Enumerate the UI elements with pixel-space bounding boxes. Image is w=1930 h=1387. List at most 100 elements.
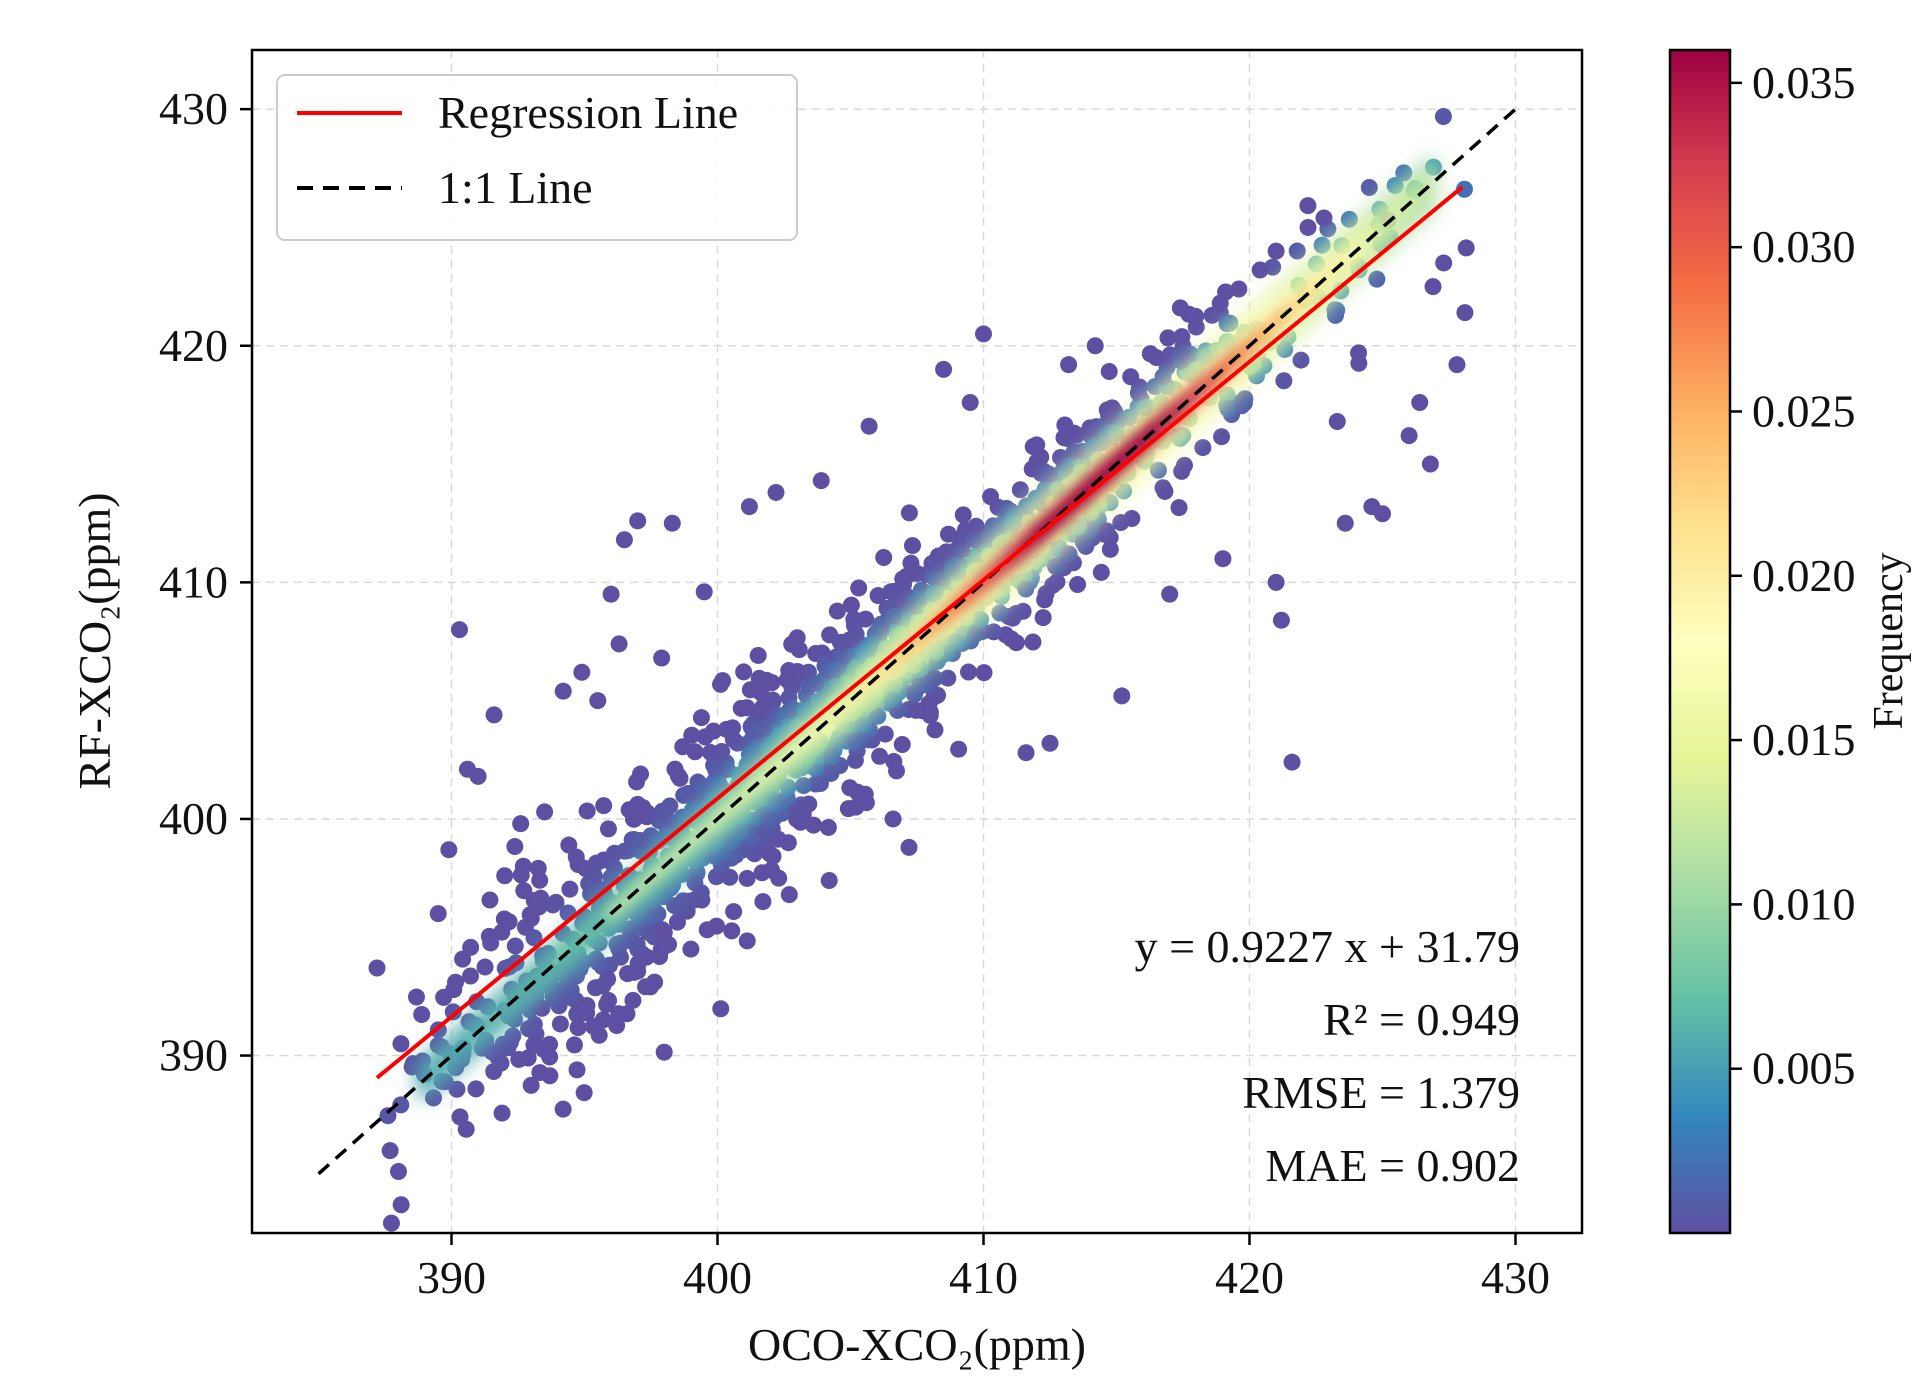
density-point bbox=[1299, 197, 1317, 215]
outlier-point bbox=[1147, 349, 1165, 367]
outlier-point bbox=[368, 959, 386, 977]
density-band-point bbox=[1420, 155, 1441, 176]
density-point bbox=[975, 664, 993, 682]
density-point bbox=[679, 785, 697, 803]
density-point bbox=[595, 797, 613, 815]
density-point bbox=[1288, 242, 1306, 260]
density-point bbox=[482, 934, 500, 952]
outlier-point bbox=[450, 621, 468, 639]
density-point bbox=[950, 740, 968, 758]
outlier-point bbox=[1400, 427, 1418, 445]
density-point bbox=[1007, 604, 1025, 622]
density-point bbox=[528, 891, 546, 909]
outlier-point bbox=[1214, 550, 1232, 568]
density-point bbox=[379, 1107, 397, 1125]
density-point bbox=[724, 730, 742, 748]
density-point bbox=[565, 1036, 583, 1054]
density-point bbox=[752, 684, 770, 702]
y-tick-label: 390 bbox=[159, 1030, 228, 1081]
density-point bbox=[828, 602, 846, 620]
outlier-point bbox=[780, 886, 798, 904]
outlier-point bbox=[496, 867, 514, 885]
density-point bbox=[669, 767, 687, 785]
outlier-point bbox=[1060, 356, 1078, 374]
y-tick-label: 410 bbox=[159, 556, 228, 607]
density-point bbox=[568, 1061, 586, 1079]
density-point bbox=[494, 1035, 512, 1053]
colorbar-tick-label: 0.010 bbox=[1752, 878, 1856, 929]
outlier-point bbox=[1283, 753, 1301, 771]
colorbar-tick-label: 0.015 bbox=[1752, 714, 1856, 765]
x-tick-label: 410 bbox=[949, 1252, 1018, 1303]
density-point bbox=[668, 913, 686, 931]
density-point bbox=[780, 661, 798, 679]
density-core-point bbox=[619, 896, 630, 907]
density-point bbox=[887, 762, 905, 780]
density-point bbox=[1170, 499, 1188, 517]
outlier-point bbox=[1299, 218, 1317, 236]
density-point bbox=[481, 891, 499, 909]
density-point bbox=[1368, 270, 1386, 288]
outlier-point bbox=[961, 394, 979, 412]
y-axis-label: RF-XCO₂(ppm) bbox=[69, 492, 120, 789]
density-point bbox=[714, 672, 732, 690]
outlier-point bbox=[1211, 294, 1229, 312]
colorbar-tick-label: 0.030 bbox=[1752, 221, 1856, 272]
density-point bbox=[444, 1003, 462, 1021]
outlier-point bbox=[740, 498, 758, 516]
density-point bbox=[605, 844, 623, 862]
density-point bbox=[912, 677, 930, 695]
density-point bbox=[575, 1084, 593, 1102]
density-point bbox=[655, 1043, 673, 1061]
density-point bbox=[634, 798, 652, 816]
density-point bbox=[1159, 329, 1177, 347]
colorbar: 0.005 0.010 0.015 0.020 0.025 0.030 0.035 Freq… bbox=[1668, 48, 1912, 1235]
density-point bbox=[578, 802, 596, 820]
outlier-point bbox=[1350, 344, 1368, 362]
density-point bbox=[692, 884, 710, 902]
density-point bbox=[869, 587, 887, 605]
density-point bbox=[884, 607, 902, 625]
x-tick-label: 400 bbox=[683, 1252, 752, 1303]
density-point bbox=[624, 810, 642, 828]
density-point bbox=[1275, 372, 1293, 390]
density-point bbox=[1007, 634, 1025, 652]
outlier-point bbox=[536, 803, 554, 821]
density-point bbox=[599, 820, 617, 838]
density-point bbox=[826, 661, 844, 679]
legend-box bbox=[276, 74, 798, 241]
outlier-point bbox=[820, 871, 838, 889]
density-point bbox=[608, 1017, 626, 1035]
density-point bbox=[1100, 362, 1118, 380]
outlier-point bbox=[485, 706, 503, 724]
outlier-point bbox=[533, 999, 551, 1017]
density-point bbox=[600, 991, 618, 1009]
x-axis-ticks: 390 400 410 420 430 bbox=[417, 1233, 1550, 1303]
density-point bbox=[1112, 514, 1130, 532]
density-point bbox=[1457, 239, 1475, 257]
density-point bbox=[723, 922, 741, 940]
density-point bbox=[712, 1000, 730, 1018]
density-point bbox=[800, 677, 818, 695]
colorbar-tick-label: 0.005 bbox=[1752, 1043, 1856, 1094]
colorbar-label: Frequency bbox=[1866, 552, 1912, 729]
density-point bbox=[594, 1011, 612, 1029]
density-point bbox=[445, 981, 463, 999]
legend: Regression Line 1:1 Line bbox=[276, 74, 798, 241]
density-point bbox=[1011, 481, 1029, 499]
outlier-point bbox=[1448, 356, 1466, 374]
density-point bbox=[888, 590, 906, 608]
density-point bbox=[846, 751, 864, 769]
outlier-point bbox=[1267, 242, 1285, 260]
density-point bbox=[939, 669, 957, 687]
density-point bbox=[788, 629, 806, 647]
density-point bbox=[1037, 585, 1055, 603]
outlier-point bbox=[429, 905, 447, 923]
outlier-point bbox=[610, 635, 628, 653]
density-point bbox=[519, 1049, 537, 1067]
density-point bbox=[800, 795, 818, 813]
density-point bbox=[382, 1214, 400, 1232]
outlier-point bbox=[884, 810, 902, 828]
density-point bbox=[871, 747, 889, 765]
outlier-point bbox=[1086, 337, 1104, 355]
